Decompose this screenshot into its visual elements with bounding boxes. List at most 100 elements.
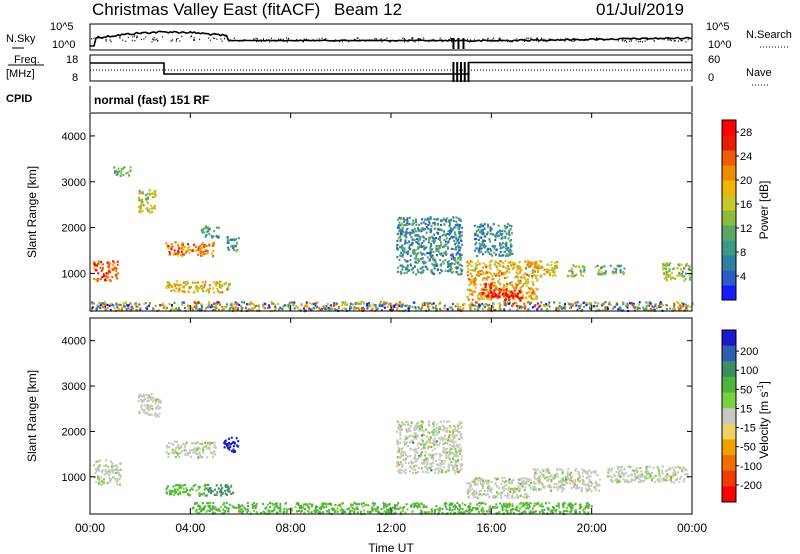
power-cell	[575, 273, 578, 276]
plot-title: Christmas Valley East (fitACF)	[92, 0, 320, 19]
power-cell	[469, 283, 472, 286]
velocity-cell	[399, 441, 402, 444]
velocity-cell	[529, 487, 532, 490]
power-cell	[472, 279, 475, 283]
velocity-cell	[452, 455, 455, 458]
velocity-cell	[213, 507, 216, 510]
colorbar-swatch	[722, 240, 736, 256]
power-cell	[600, 266, 602, 269]
velocity-cell	[467, 505, 470, 508]
power-cell	[460, 270, 463, 273]
velocity-cell	[509, 490, 512, 493]
power-cell	[219, 283, 222, 286]
velocity-cell	[512, 479, 515, 482]
power-cell	[609, 303, 612, 306]
velocity-cell	[180, 485, 183, 488]
velocity-cell	[469, 486, 471, 489]
power-cell	[337, 307, 340, 310]
velocity-cell	[144, 412, 147, 415]
velocity-cell	[451, 502, 454, 505]
velocity-cell	[408, 461, 410, 465]
power-cell	[517, 282, 520, 285]
velocity-cell	[466, 510, 469, 513]
velocity-cell	[591, 482, 594, 485]
power-cell	[421, 242, 424, 245]
power-cell	[670, 278, 672, 281]
power-cell	[191, 249, 194, 252]
power-cell	[506, 276, 509, 279]
velocity-cell	[511, 504, 514, 507]
power-cell	[429, 217, 432, 220]
power-cell	[669, 276, 672, 279]
power-cell	[201, 281, 204, 284]
velocity-cell	[620, 469, 623, 472]
power-cell	[501, 272, 504, 275]
power-cell	[505, 288, 508, 291]
power-cell	[508, 253, 511, 256]
power-cell	[456, 262, 459, 265]
velocity-cell	[376, 509, 379, 512]
power-cell	[396, 239, 399, 243]
power-cell	[427, 241, 430, 244]
power-cell	[431, 262, 434, 265]
velocity-cell	[590, 484, 593, 487]
velocity-cell	[279, 506, 282, 509]
velocity-cell	[519, 487, 522, 490]
power-cell	[474, 262, 477, 265]
velocity-cell	[508, 478, 511, 481]
power-cell	[486, 297, 489, 300]
power-cell	[505, 284, 508, 287]
power-cell	[487, 308, 490, 311]
velocity-cell	[416, 443, 419, 446]
power-cell	[354, 307, 357, 310]
power-cell	[126, 304, 129, 307]
power-cell	[459, 230, 462, 234]
power-cell	[483, 243, 485, 246]
velocity-cell	[169, 493, 171, 496]
power-cell	[208, 244, 211, 247]
velocity-cell	[426, 461, 429, 464]
velocity-cell	[411, 510, 414, 513]
power-cell	[401, 227, 404, 230]
power-cell	[148, 208, 151, 211]
velocity-cell	[644, 477, 647, 480]
power-cell	[519, 281, 522, 284]
velocity-cell	[362, 502, 365, 505]
velocity-cell	[501, 507, 504, 510]
power-cell	[293, 307, 296, 310]
power-cell	[461, 226, 464, 229]
velocity-cell	[396, 461, 399, 464]
velocity-cell	[496, 506, 499, 509]
velocity-cell	[582, 509, 585, 512]
velocity-cell	[448, 434, 451, 437]
power-cell	[450, 266, 452, 269]
power-cell	[116, 260, 119, 263]
power-cell	[498, 306, 501, 309]
power-cell	[421, 304, 424, 307]
velocity-cell	[529, 511, 532, 514]
power-cell	[256, 304, 259, 307]
power-cell	[417, 229, 420, 232]
power-cell	[193, 243, 195, 246]
velocity-cell	[640, 479, 642, 482]
y-tick-label: 3000	[62, 381, 86, 393]
power-region	[226, 236, 240, 253]
velocity-cell	[229, 443, 232, 446]
nsearch-label: N.Search	[746, 29, 792, 41]
power-cell	[233, 248, 235, 251]
velocity-cell	[419, 443, 422, 446]
power-cell	[219, 303, 222, 306]
velocity-cell	[399, 425, 402, 428]
power-cell	[469, 268, 472, 272]
velocity-cell	[616, 467, 619, 470]
power-cell	[178, 287, 181, 290]
velocity-cell	[666, 473, 669, 476]
power-cell	[232, 307, 235, 310]
power-cell	[680, 263, 683, 266]
velocity-cell	[209, 502, 212, 505]
velocity-cell	[451, 433, 454, 436]
power-cell	[665, 271, 668, 274]
velocity-cell	[670, 479, 672, 482]
velocity-cell	[217, 487, 220, 490]
velocity-data	[92, 393, 689, 516]
